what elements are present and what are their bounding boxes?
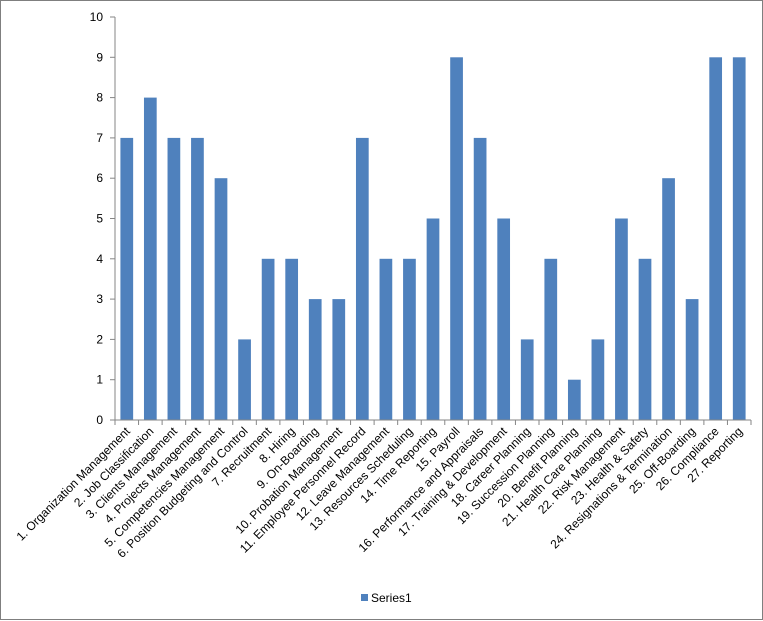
y-tick-label-9: 9 <box>96 50 103 64</box>
bar-22 <box>615 218 628 420</box>
bar-1 <box>120 137 134 420</box>
y-tick-label-1: 1 <box>96 373 103 387</box>
bar-7 <box>261 258 275 420</box>
bar-23 <box>638 258 652 420</box>
bar-15 <box>450 57 463 421</box>
y-tick-label-7: 7 <box>96 131 103 145</box>
bar-5 <box>214 178 228 420</box>
bar-25 <box>685 299 699 420</box>
bar-10 <box>332 299 346 420</box>
legend-label-series1: Series1 <box>371 591 412 605</box>
y-tick-labels: 0 1 2 3 4 5 6 7 8 9 10 <box>90 10 104 427</box>
bar-12 <box>379 258 393 420</box>
y-tick-label-8: 8 <box>96 91 103 105</box>
bar-8 <box>285 258 299 420</box>
y-tick-label-6: 6 <box>96 171 103 185</box>
y-tick-label-0: 0 <box>96 413 103 427</box>
bars-layer <box>120 57 746 421</box>
bar-13 <box>403 258 416 420</box>
axes-layer <box>110 16 752 425</box>
legend-swatch-series1 <box>361 594 368 601</box>
bar-27 <box>732 57 746 421</box>
y-tick-label-2: 2 <box>96 332 103 346</box>
bar-2 <box>143 97 157 420</box>
bar-17 <box>497 218 511 420</box>
bar-21 <box>591 339 605 420</box>
bar-4 <box>191 137 204 420</box>
bar-9 <box>308 299 322 420</box>
bar-11 <box>355 137 369 420</box>
bar-20 <box>567 379 581 420</box>
bar-18 <box>520 339 534 420</box>
bar-24 <box>662 178 675 420</box>
bar-14 <box>426 218 440 420</box>
bar-19 <box>544 258 558 420</box>
bar-3 <box>167 137 181 420</box>
bar-6 <box>238 339 251 420</box>
y-tick-label-3: 3 <box>96 292 103 306</box>
bar-26 <box>709 57 723 421</box>
y-tick-label-5: 5 <box>96 212 103 226</box>
legend: Series1 <box>361 591 412 605</box>
bar-16 <box>473 137 487 420</box>
y-tick-label-10: 10 <box>90 10 104 24</box>
y-tick-label-4: 4 <box>96 252 103 266</box>
